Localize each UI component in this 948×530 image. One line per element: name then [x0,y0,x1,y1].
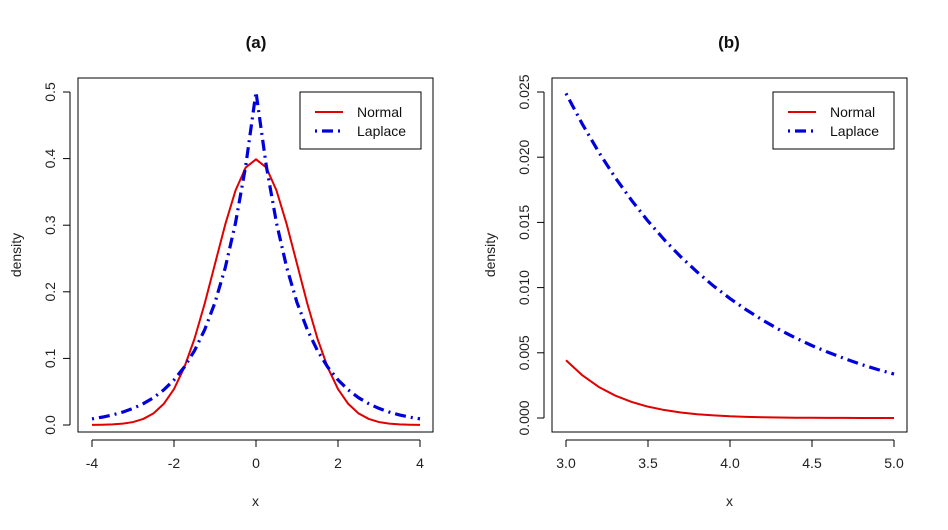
y-tick-label: 0.3 [42,215,58,235]
x-tick-label: 5.0 [884,455,904,471]
y-tick-label: 0.1 [42,348,58,368]
x-tick-label: 4.0 [720,455,740,471]
x-axis-title: x [252,493,259,509]
legend: Normal Laplace [772,91,895,150]
legend: Normal Laplace [299,91,422,150]
x-axis: 3.0 3.5 4.0 4.5 5.0 x [556,439,904,509]
x-tick-label: 2 [334,455,342,471]
y-tick-label: 0.015 [516,205,532,240]
y-tick-label: 0.025 [516,74,532,109]
y-tick-label: 0.0 [42,415,58,435]
legend-label: Laplace [357,123,406,139]
y-tick-label: 0.5 [42,82,58,102]
y-tick-label: 0.000 [516,400,532,435]
y-axis-title: density [8,233,24,277]
panel-b: (b)3.0 3.5 4.0 4.5 5.0x0.0000.0050.0100.0150… [482,33,908,509]
x-tick-label: 3.0 [556,455,576,471]
series-line-normal [91,158,421,426]
series-line-laplace [564,92,895,376]
y-tick-label: 0.010 [516,270,532,305]
y-axis: 0.0 0.1 0.2 0.3 0.4 0.5 density [8,82,71,435]
plot-frame [551,77,908,433]
y-axis: 0.000 0.005 0.010 0.015 0.020 0.025 density [482,74,545,436]
y-tick-label: 0.005 [516,335,532,370]
y-tick-label: 0.020 [516,139,532,174]
series-line-laplace [91,90,421,421]
x-tick-label: -2 [168,455,181,471]
legend-label: Normal [357,104,402,120]
x-axis-title: x [726,493,733,509]
x-tick-label: 4.5 [802,455,822,471]
legend-box [299,91,422,150]
legend-box [772,91,895,150]
y-tick-label: 0.4 [42,149,58,169]
series-line-normal [565,359,894,419]
plot-frame [77,77,434,433]
x-tick-label: 4 [416,455,424,471]
x-tick-label: 0 [252,455,260,471]
panel-a: (a) -4 -2 0 2 4 x 0.0 0.1 0.2 0.3 0.4 0.5 density Norm… [8,33,434,509]
legend-label: Laplace [830,123,879,139]
x-tick-label: -4 [86,455,99,471]
x-tick-label: 3.5 [638,455,658,471]
panel-title: (a) [246,33,267,52]
x-axis: -4 -2 0 2 4 x [86,439,424,509]
y-axis-title: density [482,233,498,277]
y-tick-label: 0.2 [42,282,58,302]
panel-title: (b) [718,33,740,52]
legend-label: Normal [830,104,875,120]
